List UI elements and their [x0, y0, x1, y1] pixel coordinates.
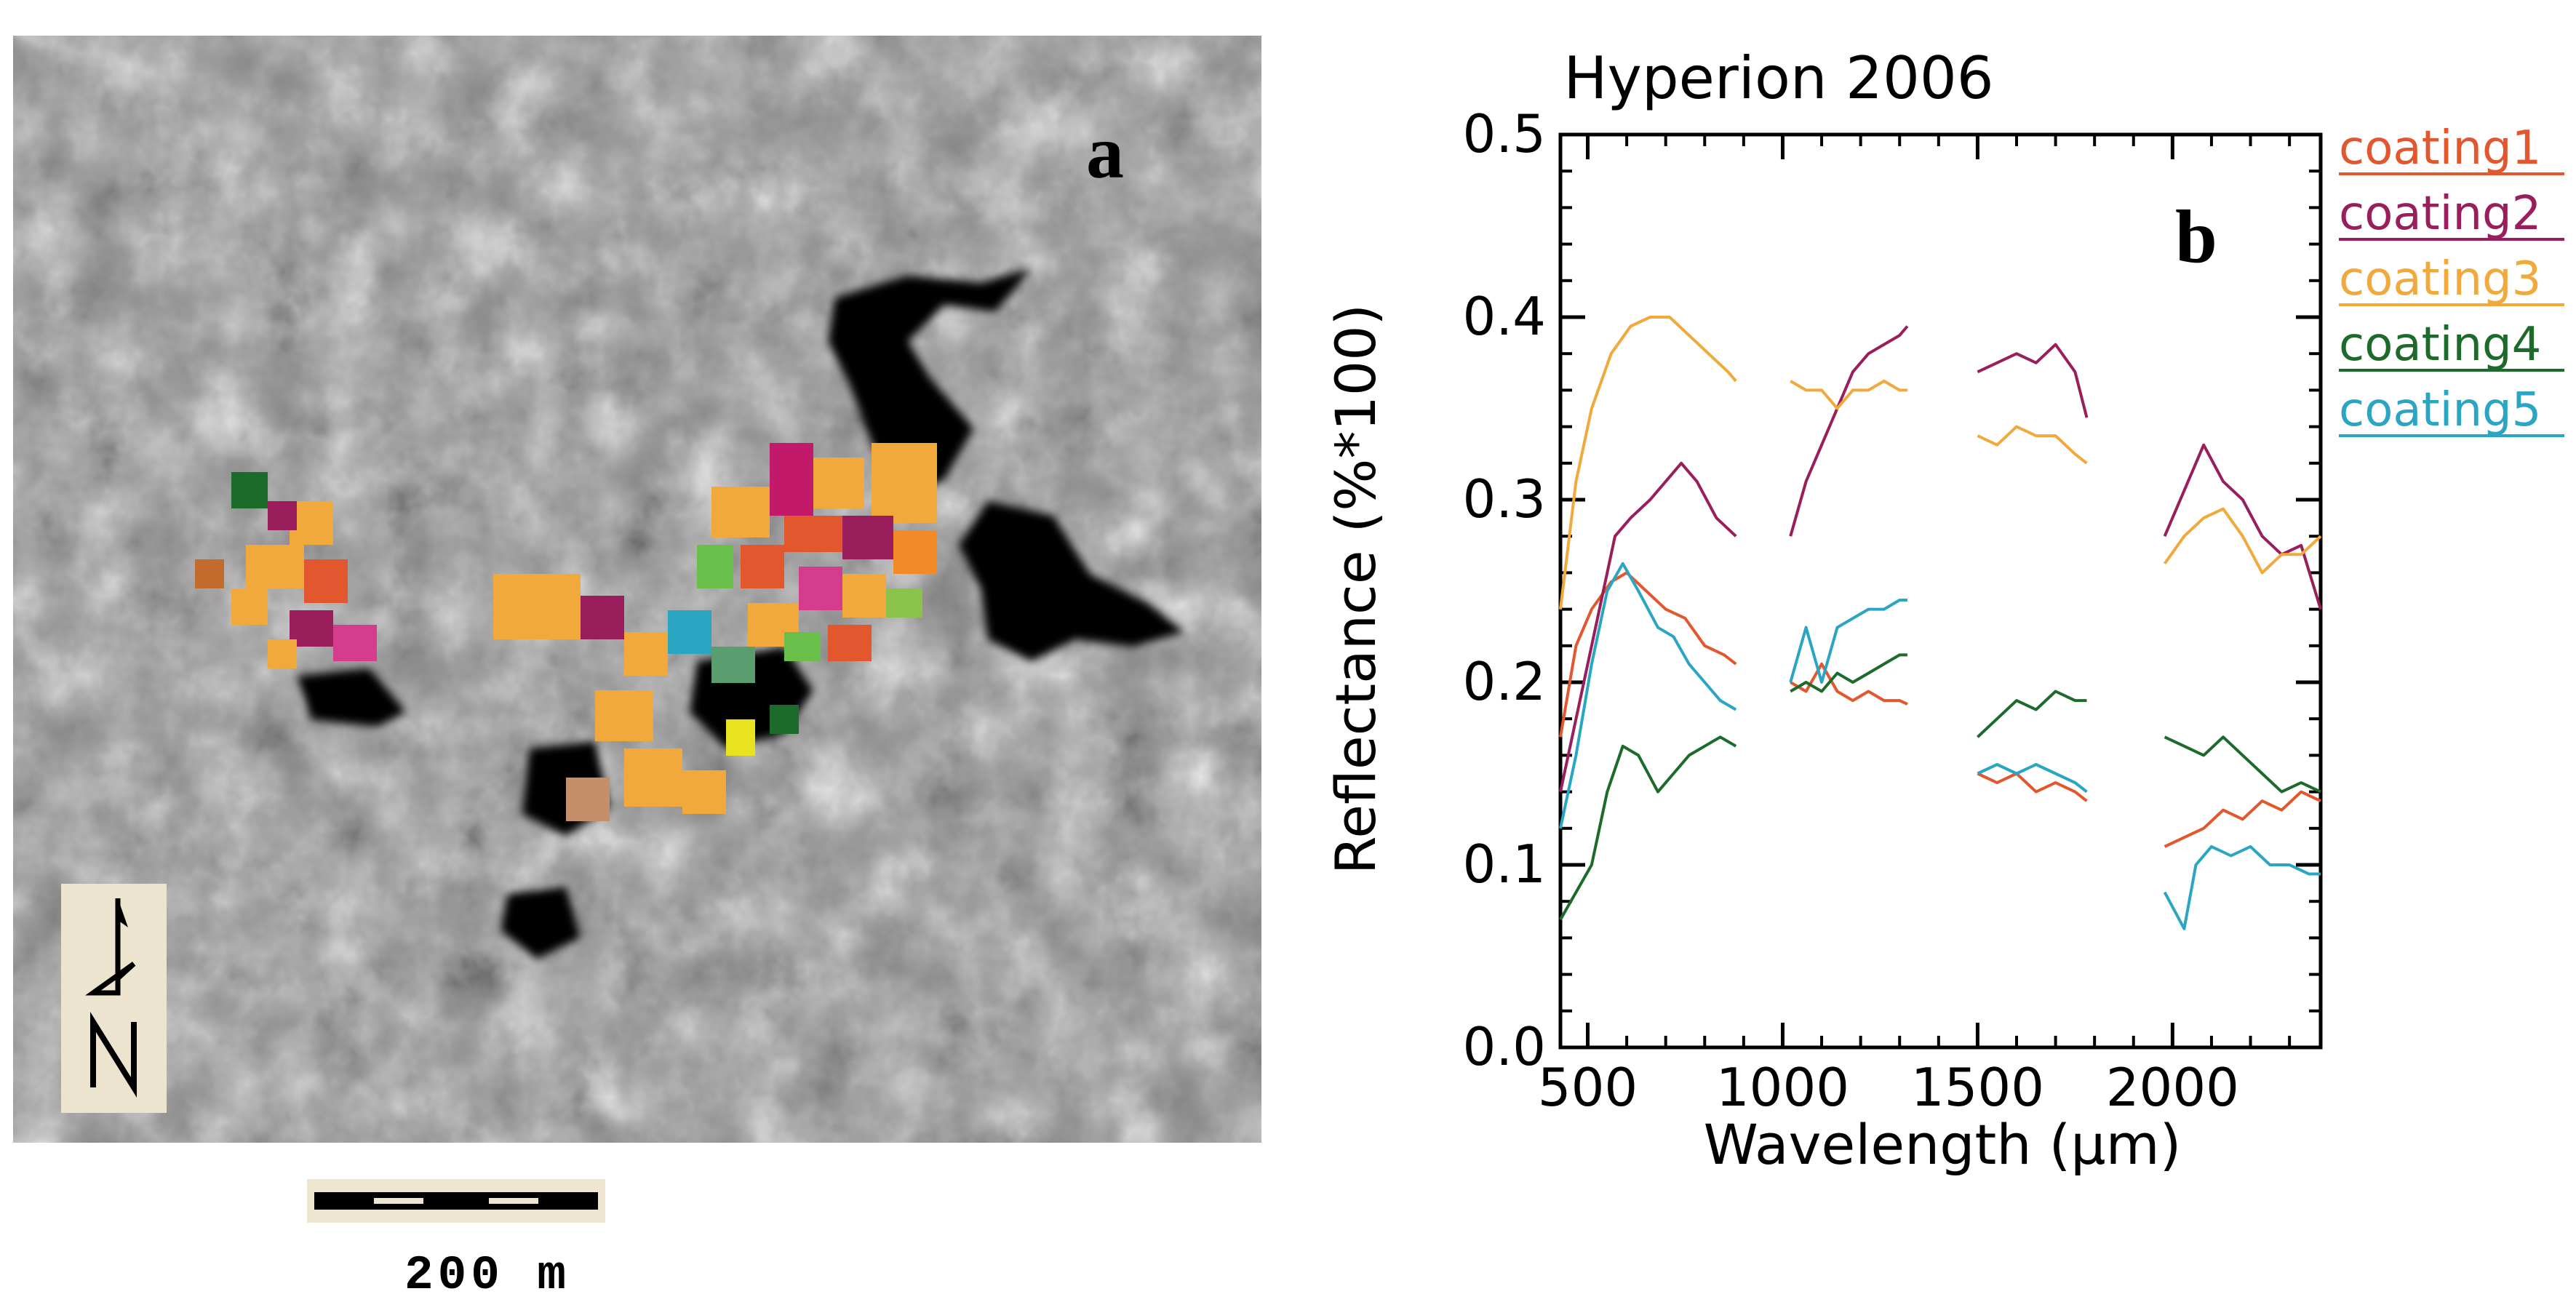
series-line-coating5	[2163, 844, 2321, 930]
plot-frame	[1558, 132, 2323, 1050]
y-tick-label: 0.1	[1462, 834, 1546, 895]
north-arrow	[61, 884, 167, 1113]
x-tick-label: 1000	[1716, 1057, 1849, 1118]
series-line-coating1	[1559, 571, 1737, 738]
series-line-coating3	[1790, 379, 1907, 410]
legend-item-coating2: coating2	[2339, 187, 2541, 241]
x-tick-label: 2000	[2106, 1057, 2239, 1118]
scale-bar-label: 200 m	[404, 1248, 571, 1303]
legend-item-coating5: coating5	[2339, 383, 2541, 437]
panel-label-a: a	[1086, 111, 1124, 194]
series-line-coating5	[1559, 562, 1737, 829]
chart-title: Hyperion 2006	[1563, 44, 1993, 112]
series-line-coating4	[2164, 735, 2321, 794]
scale-bar-graphic	[314, 1192, 598, 1210]
satellite-image-panel: a	[13, 36, 1261, 1143]
series-line-coating4	[1790, 653, 1907, 693]
y-tick-label: 0.3	[1462, 468, 1546, 530]
series-line-coating5	[1789, 599, 1907, 684]
legend-item-coating3: coating3	[2339, 252, 2541, 306]
series-line-coating5	[1977, 763, 2088, 794]
series-line-coating2	[1789, 325, 1909, 537]
series-line-coating4	[1559, 735, 1737, 921]
legend-item-coating4: coating4	[2339, 318, 2541, 372]
series-line-coating2	[1559, 461, 1737, 793]
panel-label-b: b	[2175, 195, 2217, 279]
y-axis-label: Reflectance (%*100)	[1323, 304, 1388, 874]
y-tick-label: 0.4	[1462, 286, 1546, 347]
series-line-coating3	[2163, 507, 2322, 575]
x-axis-label: Wavelength (μm)	[1704, 1112, 2182, 1177]
north-arrow-icon	[85, 898, 137, 1098]
reflectance-chart: Hyperion 2006 b 0.0 0.1 0.2 0.3 0.4 0.5 500 10…	[1323, 44, 2564, 1177]
y-tick-label: 0.0	[1462, 1016, 1546, 1077]
series-line-coating1	[2164, 790, 2321, 848]
scale-bar	[307, 1179, 605, 1223]
series-line-coating3	[1559, 316, 1737, 610]
y-tick-label: 0.2	[1462, 651, 1546, 712]
x-tick-label: 1500	[1911, 1057, 2044, 1118]
series-line-coating1	[1977, 772, 2088, 802]
series-line-coating2	[1977, 343, 2089, 418]
series-line-coating3	[1977, 425, 2088, 465]
series-line-coating1	[1790, 662, 1908, 706]
x-axis-ticks: 500 1000 1500 2000	[1538, 135, 2292, 1118]
x-tick-label: 500	[1538, 1057, 1638, 1118]
series-layer	[1559, 316, 2322, 930]
series-line-coating4	[1977, 690, 2087, 738]
legend: coating1 coating2 coating3 coating4 coating5	[2339, 121, 2564, 437]
legend-item-coating1: coating1	[2339, 121, 2541, 175]
series-line-coating2	[2163, 443, 2322, 610]
coating-pixels	[195, 443, 937, 821]
satellite-image: a	[13, 36, 1261, 1143]
y-tick-label: 0.5	[1462, 103, 1546, 164]
